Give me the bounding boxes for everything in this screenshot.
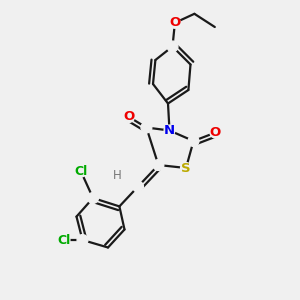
Text: H: H — [112, 169, 122, 182]
Circle shape — [76, 166, 86, 177]
Circle shape — [77, 235, 88, 245]
Circle shape — [164, 125, 175, 136]
Text: O: O — [123, 110, 135, 124]
Circle shape — [124, 112, 134, 122]
Text: Cl: Cl — [74, 165, 88, 178]
Circle shape — [210, 127, 221, 138]
Text: N: N — [164, 124, 175, 137]
Circle shape — [88, 193, 98, 203]
Circle shape — [112, 170, 122, 181]
Circle shape — [59, 235, 70, 245]
Circle shape — [167, 41, 178, 52]
Text: O: O — [169, 16, 181, 29]
Text: S: S — [181, 161, 191, 175]
Text: Cl: Cl — [58, 233, 71, 247]
Circle shape — [181, 163, 191, 173]
Text: O: O — [210, 126, 221, 139]
Circle shape — [153, 160, 164, 170]
Circle shape — [188, 136, 199, 146]
Circle shape — [141, 122, 152, 133]
Circle shape — [133, 181, 143, 192]
Circle shape — [169, 17, 180, 28]
